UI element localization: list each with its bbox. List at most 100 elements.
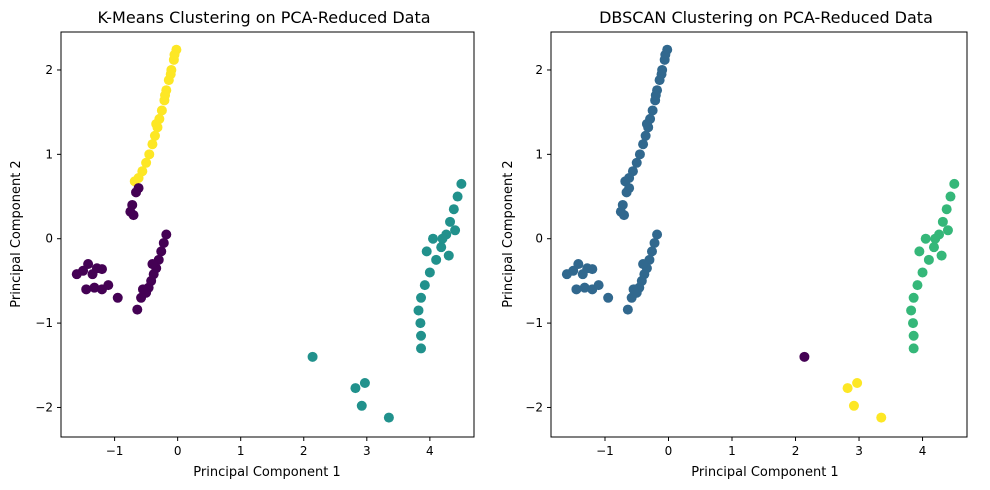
scatter-point xyxy=(941,204,952,215)
scatter-point xyxy=(144,149,155,160)
scatter-point xyxy=(908,318,919,329)
x-axis-ticks: −1 0 1 2 3 4 xyxy=(106,437,434,458)
scatter-point xyxy=(646,246,657,257)
scatter-point xyxy=(443,250,454,261)
scatter-point xyxy=(147,139,158,150)
scatter-point xyxy=(169,49,180,60)
scatter-point xyxy=(147,259,158,270)
scatter-point xyxy=(593,280,604,291)
x-tick-label: 0 xyxy=(665,444,673,458)
x-tick-label: −1 xyxy=(106,444,124,458)
scatter-point xyxy=(413,305,424,316)
scatter-point xyxy=(587,264,598,275)
scatter-point xyxy=(641,118,652,129)
scatter-point xyxy=(436,242,447,253)
x-tick-label: 4 xyxy=(919,444,927,458)
scatter-point xyxy=(89,282,100,293)
scatter-point xyxy=(626,292,637,303)
x-tick-label: 3 xyxy=(855,444,863,458)
scatter-point xyxy=(914,246,925,257)
scatter-points xyxy=(71,44,467,423)
plot-frame xyxy=(550,31,968,438)
scatter-point xyxy=(448,204,459,215)
y-tick-label: −2 xyxy=(35,400,53,414)
scatter-point xyxy=(103,280,114,291)
scatter-point xyxy=(621,187,632,198)
y-tick-label: −1 xyxy=(35,316,53,330)
scatter-point xyxy=(307,351,318,362)
scatter-point xyxy=(450,225,461,236)
y-axis-label: Principal Component 2 xyxy=(9,160,24,307)
scatter-point xyxy=(151,118,162,129)
scatter-point xyxy=(638,259,649,270)
scatter-point xyxy=(876,412,887,423)
scatter-point xyxy=(452,191,463,202)
scatter-point xyxy=(419,280,430,291)
scatter-point xyxy=(136,292,147,303)
scatter-point xyxy=(638,139,649,150)
scatter-point xyxy=(906,305,917,316)
scatter-point xyxy=(137,284,148,295)
scatter-point xyxy=(649,237,660,248)
scatter-point xyxy=(96,264,107,275)
x-tick-label: 1 xyxy=(237,444,245,458)
scatter-point xyxy=(156,105,167,116)
scatter-point xyxy=(937,216,948,227)
scatter-point xyxy=(445,216,456,227)
scatter-point xyxy=(437,233,448,244)
y-tick-label: 0 xyxy=(45,232,53,246)
dbscan-scatter-chart: DBSCAN Clustering on PCA-Reduced Data −1… xyxy=(501,8,968,480)
x-tick-label: 0 xyxy=(174,444,182,458)
scatter-point xyxy=(415,318,426,329)
scatter-point xyxy=(383,412,394,423)
x-tick-label: 3 xyxy=(363,444,371,458)
scatter-point xyxy=(848,400,859,411)
scatter-point xyxy=(131,187,142,198)
scatter-point xyxy=(908,343,919,354)
scatter-point xyxy=(631,157,642,168)
scatter-point xyxy=(908,292,919,303)
y-tick-label: 2 xyxy=(45,63,53,77)
chart-title: DBSCAN Clustering on PCA-Reduced Data xyxy=(599,8,933,27)
scatter-point xyxy=(356,400,367,411)
scatter-point xyxy=(359,378,370,388)
x-tick-label: 4 xyxy=(426,444,434,458)
scatter-point xyxy=(640,130,651,141)
scatter-point xyxy=(908,330,919,341)
scatter-point xyxy=(149,130,160,141)
x-axis-label: Principal Component 1 xyxy=(193,465,340,480)
scatter-point xyxy=(928,242,939,253)
plot-frame xyxy=(60,31,475,438)
scatter-point xyxy=(424,267,435,278)
scatter-point xyxy=(930,233,941,244)
scatter-point xyxy=(416,343,427,354)
scatter-point xyxy=(647,105,658,116)
y-tick-label: 1 xyxy=(535,147,543,161)
scatter-point xyxy=(579,282,590,293)
x-tick-label: −1 xyxy=(596,444,614,458)
scatter-point xyxy=(571,284,582,295)
scatter-point xyxy=(842,383,853,394)
scatter-point xyxy=(942,225,953,236)
scatter-point xyxy=(852,378,863,388)
chart-title: K-Means Clustering on PCA-Reduced Data xyxy=(97,8,430,27)
scatter-point xyxy=(949,178,960,189)
scatter-point xyxy=(936,250,947,261)
scatter-point xyxy=(83,259,94,270)
scatter-point xyxy=(656,69,667,80)
y-tick-label: 2 xyxy=(535,63,543,77)
scatter-point xyxy=(165,69,176,80)
scatter-point xyxy=(603,292,614,303)
scatter-point xyxy=(128,210,139,221)
scatter-point xyxy=(421,246,432,257)
scatter-point xyxy=(416,292,427,303)
scatter-point xyxy=(917,267,928,278)
x-tick-label: 1 xyxy=(728,444,736,458)
x-tick-label: 2 xyxy=(300,444,308,458)
x-axis-label: Principal Component 1 xyxy=(691,465,838,480)
scatter-point xyxy=(81,284,92,295)
scatter-point xyxy=(660,49,671,60)
scatter-point xyxy=(112,292,123,303)
scatter-point xyxy=(622,304,633,315)
scatter-point xyxy=(141,157,152,168)
